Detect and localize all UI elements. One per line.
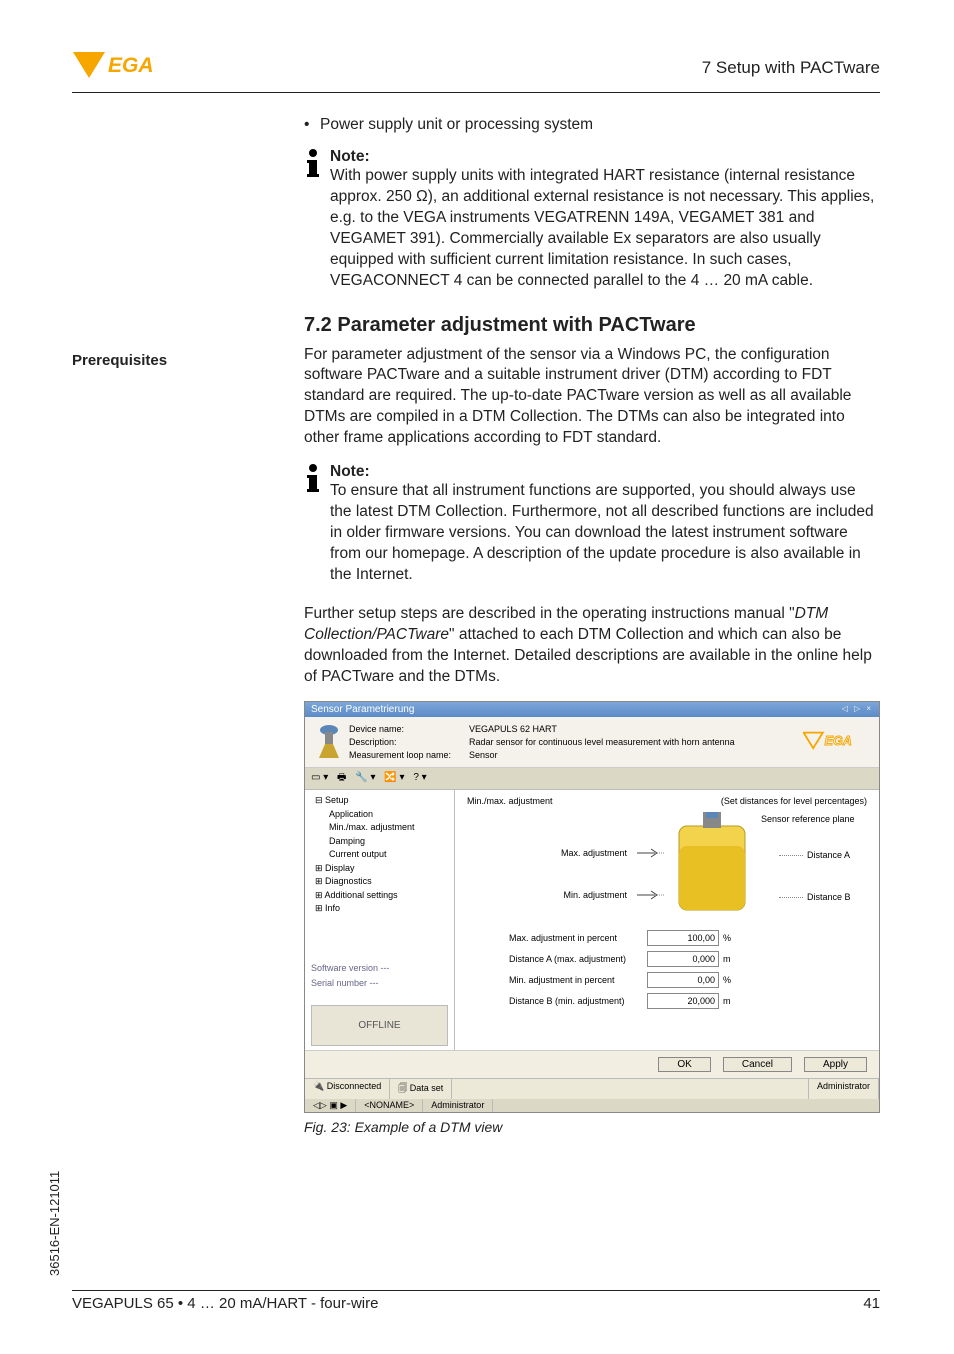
- min-adjustment-row: Min. adjustment: [527, 890, 665, 900]
- dev-loop-value: Sensor: [469, 749, 498, 762]
- dev-name-value: VEGAPULS 62 HART: [469, 723, 557, 736]
- status-dataset: 🗐 Data set: [390, 1079, 452, 1099]
- dev-name-label: Device name:: [349, 723, 469, 736]
- side-label-prerequisites: Prerequisites: [72, 352, 288, 369]
- max-adj-label: Max. adjustment: [527, 848, 627, 858]
- r3-input[interactable]: [647, 972, 719, 988]
- footer-left: VEGAPULS 65 • 4 … 20 mA/HART - four-wire: [72, 1295, 378, 1312]
- tree-sw-version: Software version ---: [311, 916, 448, 976]
- tank-icon: [675, 812, 749, 912]
- r2-input[interactable]: [647, 951, 719, 967]
- tb-d[interactable]: 🔀 ▾: [384, 772, 404, 783]
- ss-nav-tree[interactable]: ⊟ Setup Application Min./max. adjustment…: [305, 790, 455, 1050]
- tree-additional[interactable]: ⊞ Additional settings: [311, 889, 448, 903]
- offline-badge: OFFLINE: [311, 1005, 448, 1046]
- tb-e[interactable]: ? ▾: [413, 772, 426, 783]
- note2-text: To ensure that all instrument functions …: [330, 481, 880, 586]
- vertical-doc-number: 36516-EN-121011: [47, 1171, 62, 1276]
- ss-form: Max. adjustment in percent% Distance A (…: [467, 930, 867, 1009]
- note1-text: With power supply units with integrated …: [330, 166, 880, 292]
- ss-device-row: Device name:VEGAPULS 62 HART Description…: [305, 717, 879, 768]
- page-header: EGA 7 Setup with PACTware: [0, 48, 954, 104]
- dtm-screenshot: Sensor Parametrierung ◁ ▷ × Device name:…: [304, 701, 880, 1112]
- figure-caption: Fig. 23: Example of a DTM view: [304, 1119, 880, 1135]
- r1-input[interactable]: [647, 930, 719, 946]
- dev-loop-label: Measurement loop name:: [349, 749, 469, 762]
- dev-desc-value: Radar sensor for continuous level measur…: [469, 736, 735, 749]
- note-block-2: Note: To ensure that all instrument func…: [304, 463, 880, 586]
- tree-current-output[interactable]: Current output: [311, 848, 448, 862]
- info-icon: [304, 148, 322, 183]
- ss-toolbar[interactable]: ▭ ▾ 🖶 🔧 ▾ 🔀 ▾ ? ▾: [305, 768, 879, 790]
- bullet-power-supply: Power supply unit or processing system: [304, 116, 880, 134]
- r2-label: Distance A (max. adjustment): [467, 954, 647, 964]
- r1-unit: %: [723, 933, 731, 943]
- r4-unit: m: [723, 996, 731, 1006]
- main-title: Min./max. adjustment: [467, 796, 553, 806]
- distance-a-label: Distance A: [779, 850, 850, 860]
- tree-info[interactable]: ⊞ Info: [311, 902, 448, 916]
- status-admin: Administrator: [809, 1079, 879, 1099]
- tree-display[interactable]: ⊞ Display: [311, 862, 448, 876]
- tb-b[interactable]: 🖶: [337, 772, 346, 783]
- r2-unit: m: [723, 954, 731, 964]
- footer-rule: [72, 1290, 880, 1291]
- header-rule: [72, 92, 880, 93]
- main-subtitle: (Set distances for level percentages): [721, 796, 867, 806]
- min-adj-label: Min. adjustment: [527, 890, 627, 900]
- r4-input[interactable]: [647, 993, 719, 1009]
- note-block-1: Note: With power supply units with integ…: [304, 148, 880, 292]
- cancel-button[interactable]: Cancel: [723, 1057, 792, 1072]
- dev-desc-label: Description:: [349, 736, 469, 749]
- tree-setup[interactable]: ⊟ Setup: [311, 794, 448, 808]
- heading-7-2: 7.2 Parameter adjustment with PACTware: [304, 314, 880, 337]
- status2-nav[interactable]: ◁▷ ▣ ▶: [305, 1099, 356, 1112]
- ok-button[interactable]: OK: [658, 1057, 710, 1072]
- r4-label: Distance B (min. adjustment): [467, 996, 647, 1006]
- tree-damping[interactable]: Damping: [311, 835, 448, 849]
- footer-page-number: 41: [863, 1295, 880, 1312]
- tree-diagnostics[interactable]: ⊞ Diagnostics: [311, 875, 448, 889]
- tree-serial: Serial number ---: [311, 975, 448, 991]
- r3-label: Min. adjustment in percent: [467, 975, 647, 985]
- status2-admin: Administrator: [423, 1099, 493, 1112]
- note2-title: Note:: [330, 463, 880, 481]
- arrow-right-icon: [637, 848, 665, 858]
- r1-label: Max. adjustment in percent: [467, 933, 647, 943]
- ss-button-row: OK Cancel Apply: [305, 1050, 879, 1078]
- para-prerequisites: For parameter adjustment of the sensor v…: [304, 345, 880, 450]
- svg-text:EGA: EGA: [825, 735, 852, 749]
- ss-tank-diagram: Sensor reference plane Max. adjustment: [467, 810, 867, 920]
- para-further-steps: Further setup steps are described in the…: [304, 604, 880, 688]
- note1-title: Note:: [330, 148, 880, 166]
- apply-button[interactable]: Apply: [804, 1057, 867, 1072]
- tb-c[interactable]: 🔧 ▾: [355, 772, 375, 783]
- svg-text:EGA: EGA: [108, 54, 154, 77]
- tree-application[interactable]: Application: [311, 808, 448, 822]
- status2-noname: <NONAME>: [356, 1099, 423, 1112]
- vega-logo: EGA: [72, 48, 182, 89]
- arrow-right-icon: [637, 890, 665, 900]
- ss-main-panel: Min./max. adjustment (Set distances for …: [455, 790, 879, 1050]
- distance-b-label: Distance B: [779, 892, 851, 902]
- ss-status-bar-2: ◁▷ ▣ ▶ <NONAME> Administrator: [305, 1099, 879, 1112]
- ss-titlebar: Sensor Parametrierung ◁ ▷ ×: [305, 702, 879, 717]
- max-adjustment-row: Max. adjustment: [527, 848, 665, 858]
- ss-window-controls[interactable]: ◁ ▷ ×: [842, 704, 873, 715]
- ss-window-title: Sensor Parametrierung: [311, 704, 414, 715]
- header-section-title: 7 Setup with PACTware: [702, 58, 880, 78]
- sensor-icon: [315, 724, 343, 760]
- page-footer: VEGAPULS 65 • 4 … 20 mA/HART - four-wire…: [72, 1290, 880, 1312]
- info-icon: [304, 463, 322, 498]
- r3-unit: %: [723, 975, 731, 985]
- ref-plane-label: Sensor reference plane: [761, 814, 855, 824]
- status-disconnected: 🔌 Disconnected: [305, 1079, 390, 1099]
- ss-vega-logo: EGA: [803, 730, 869, 754]
- tree-minmax[interactable]: Min./max. adjustment: [311, 821, 448, 835]
- tb-a[interactable]: ▭ ▾: [311, 772, 328, 783]
- ss-status-bar-1: 🔌 Disconnected 🗐 Data set Administrator: [305, 1078, 879, 1099]
- para2a: Further setup steps are described in the…: [304, 605, 795, 622]
